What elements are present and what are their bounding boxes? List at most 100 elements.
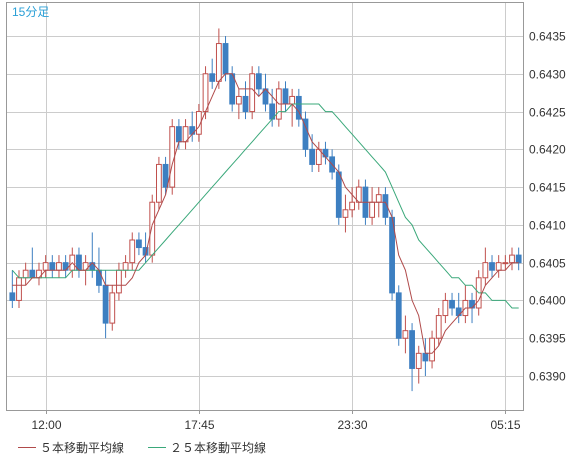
candle-body-down — [282, 88, 289, 105]
legend-item-ma5: ５本移動平均線 — [18, 440, 124, 455]
candle — [229, 66, 236, 112]
legend-swatch-ma25 — [148, 446, 166, 448]
candle-body-up — [129, 239, 136, 264]
candle-body-up — [149, 201, 156, 256]
candle-body-up — [249, 73, 256, 113]
candle — [162, 156, 169, 195]
x-tick-label: 17:45 — [184, 418, 214, 432]
candle — [509, 247, 515, 271]
candle-body-down — [422, 352, 429, 362]
candle-body-down — [242, 95, 249, 113]
candle-body-down — [489, 262, 495, 271]
candle — [122, 255, 129, 278]
candle-body-up — [122, 262, 129, 271]
candle — [255, 66, 262, 97]
candle — [109, 285, 116, 331]
candle-body-up — [202, 73, 209, 113]
y-tick-label: 0.6415 — [529, 181, 566, 195]
candle — [89, 232, 96, 278]
candle — [62, 255, 69, 278]
candle — [502, 255, 509, 271]
x-tick-label: 23:30 — [337, 418, 367, 432]
candle — [9, 270, 16, 308]
y-tick-label: 0.6405 — [529, 257, 566, 271]
candle — [209, 58, 216, 89]
candle — [342, 194, 349, 233]
candle-body-down — [255, 73, 262, 90]
ma5-line — [12, 73, 519, 354]
candle — [395, 285, 402, 346]
candle-body-up — [342, 209, 349, 218]
legend-item-ma25: ２５本移動平均線 — [148, 440, 266, 455]
candle — [136, 232, 142, 256]
candle — [435, 308, 442, 346]
candle — [282, 81, 289, 112]
plot-frame — [6, 2, 524, 411]
candle-body-down — [302, 118, 309, 150]
candle — [349, 187, 356, 218]
candle-body-up — [482, 262, 489, 279]
y-tick-label: 0.6430 — [529, 68, 566, 82]
y-tick-label: 0.6400 — [529, 294, 566, 308]
candle-body-down — [189, 126, 196, 135]
y-tick-label: 0.6425 — [529, 106, 566, 120]
candle-body-down — [29, 269, 36, 279]
candle-body-down — [9, 292, 16, 301]
candle-body-up — [402, 330, 409, 339]
candle-body-down — [96, 269, 102, 286]
candle-body-down — [295, 95, 302, 120]
candle — [315, 141, 322, 172]
candle-body-up — [109, 292, 116, 324]
candlestick-chart: 0.6390 0.6395 0.6400 0.6405 0.6410 0.6415 0.64… — [6, 2, 566, 432]
candle-body-down — [469, 299, 475, 309]
candle — [189, 111, 196, 142]
candle — [335, 164, 342, 225]
ma25-line — [11, 103, 519, 309]
candle — [495, 255, 502, 278]
candle — [309, 134, 316, 172]
candle-body-down — [62, 262, 69, 271]
candle-body-down — [449, 299, 455, 309]
candle-body-down — [162, 163, 169, 188]
candle-body-up — [435, 315, 442, 339]
candle — [182, 119, 189, 150]
candle-body-up — [16, 277, 22, 301]
candle-body-down — [322, 148, 329, 158]
candle-body-down — [102, 284, 109, 324]
candle — [489, 255, 495, 278]
candle-body-up — [22, 269, 29, 279]
candle — [409, 323, 415, 392]
candle — [242, 81, 249, 120]
candle — [22, 262, 29, 286]
candle — [116, 262, 122, 301]
legend: ５本移動平均線 ２５本移動平均線 — [0, 432, 574, 462]
candle-body-up — [415, 352, 422, 369]
candle — [56, 255, 62, 278]
candle-body-down — [309, 148, 316, 165]
candle — [369, 187, 375, 225]
candle — [36, 262, 42, 286]
candle — [249, 66, 256, 120]
candle-body-up — [56, 262, 62, 271]
candle — [295, 88, 302, 127]
candle-body-up — [195, 111, 202, 135]
candle-body-up — [116, 269, 122, 294]
candle-body-down — [49, 262, 56, 271]
x-tick-label: 05:15 — [490, 418, 520, 432]
candle-body-down — [136, 239, 142, 249]
candle-body-up — [215, 43, 222, 82]
candle-body-down — [89, 262, 96, 271]
candle-body-up — [509, 254, 515, 264]
y-tick-label: 0.6390 — [529, 370, 566, 384]
candle — [175, 119, 182, 150]
candle-body-down — [335, 171, 342, 218]
candle — [382, 187, 389, 225]
candle-body-down — [382, 194, 389, 218]
candle-body-up — [235, 95, 242, 105]
candle — [455, 292, 462, 324]
candle-body-up — [502, 262, 509, 265]
candle-body-down — [222, 43, 229, 75]
candle-body-up — [429, 337, 435, 362]
y-tick-label: 0.6435 — [529, 30, 566, 44]
